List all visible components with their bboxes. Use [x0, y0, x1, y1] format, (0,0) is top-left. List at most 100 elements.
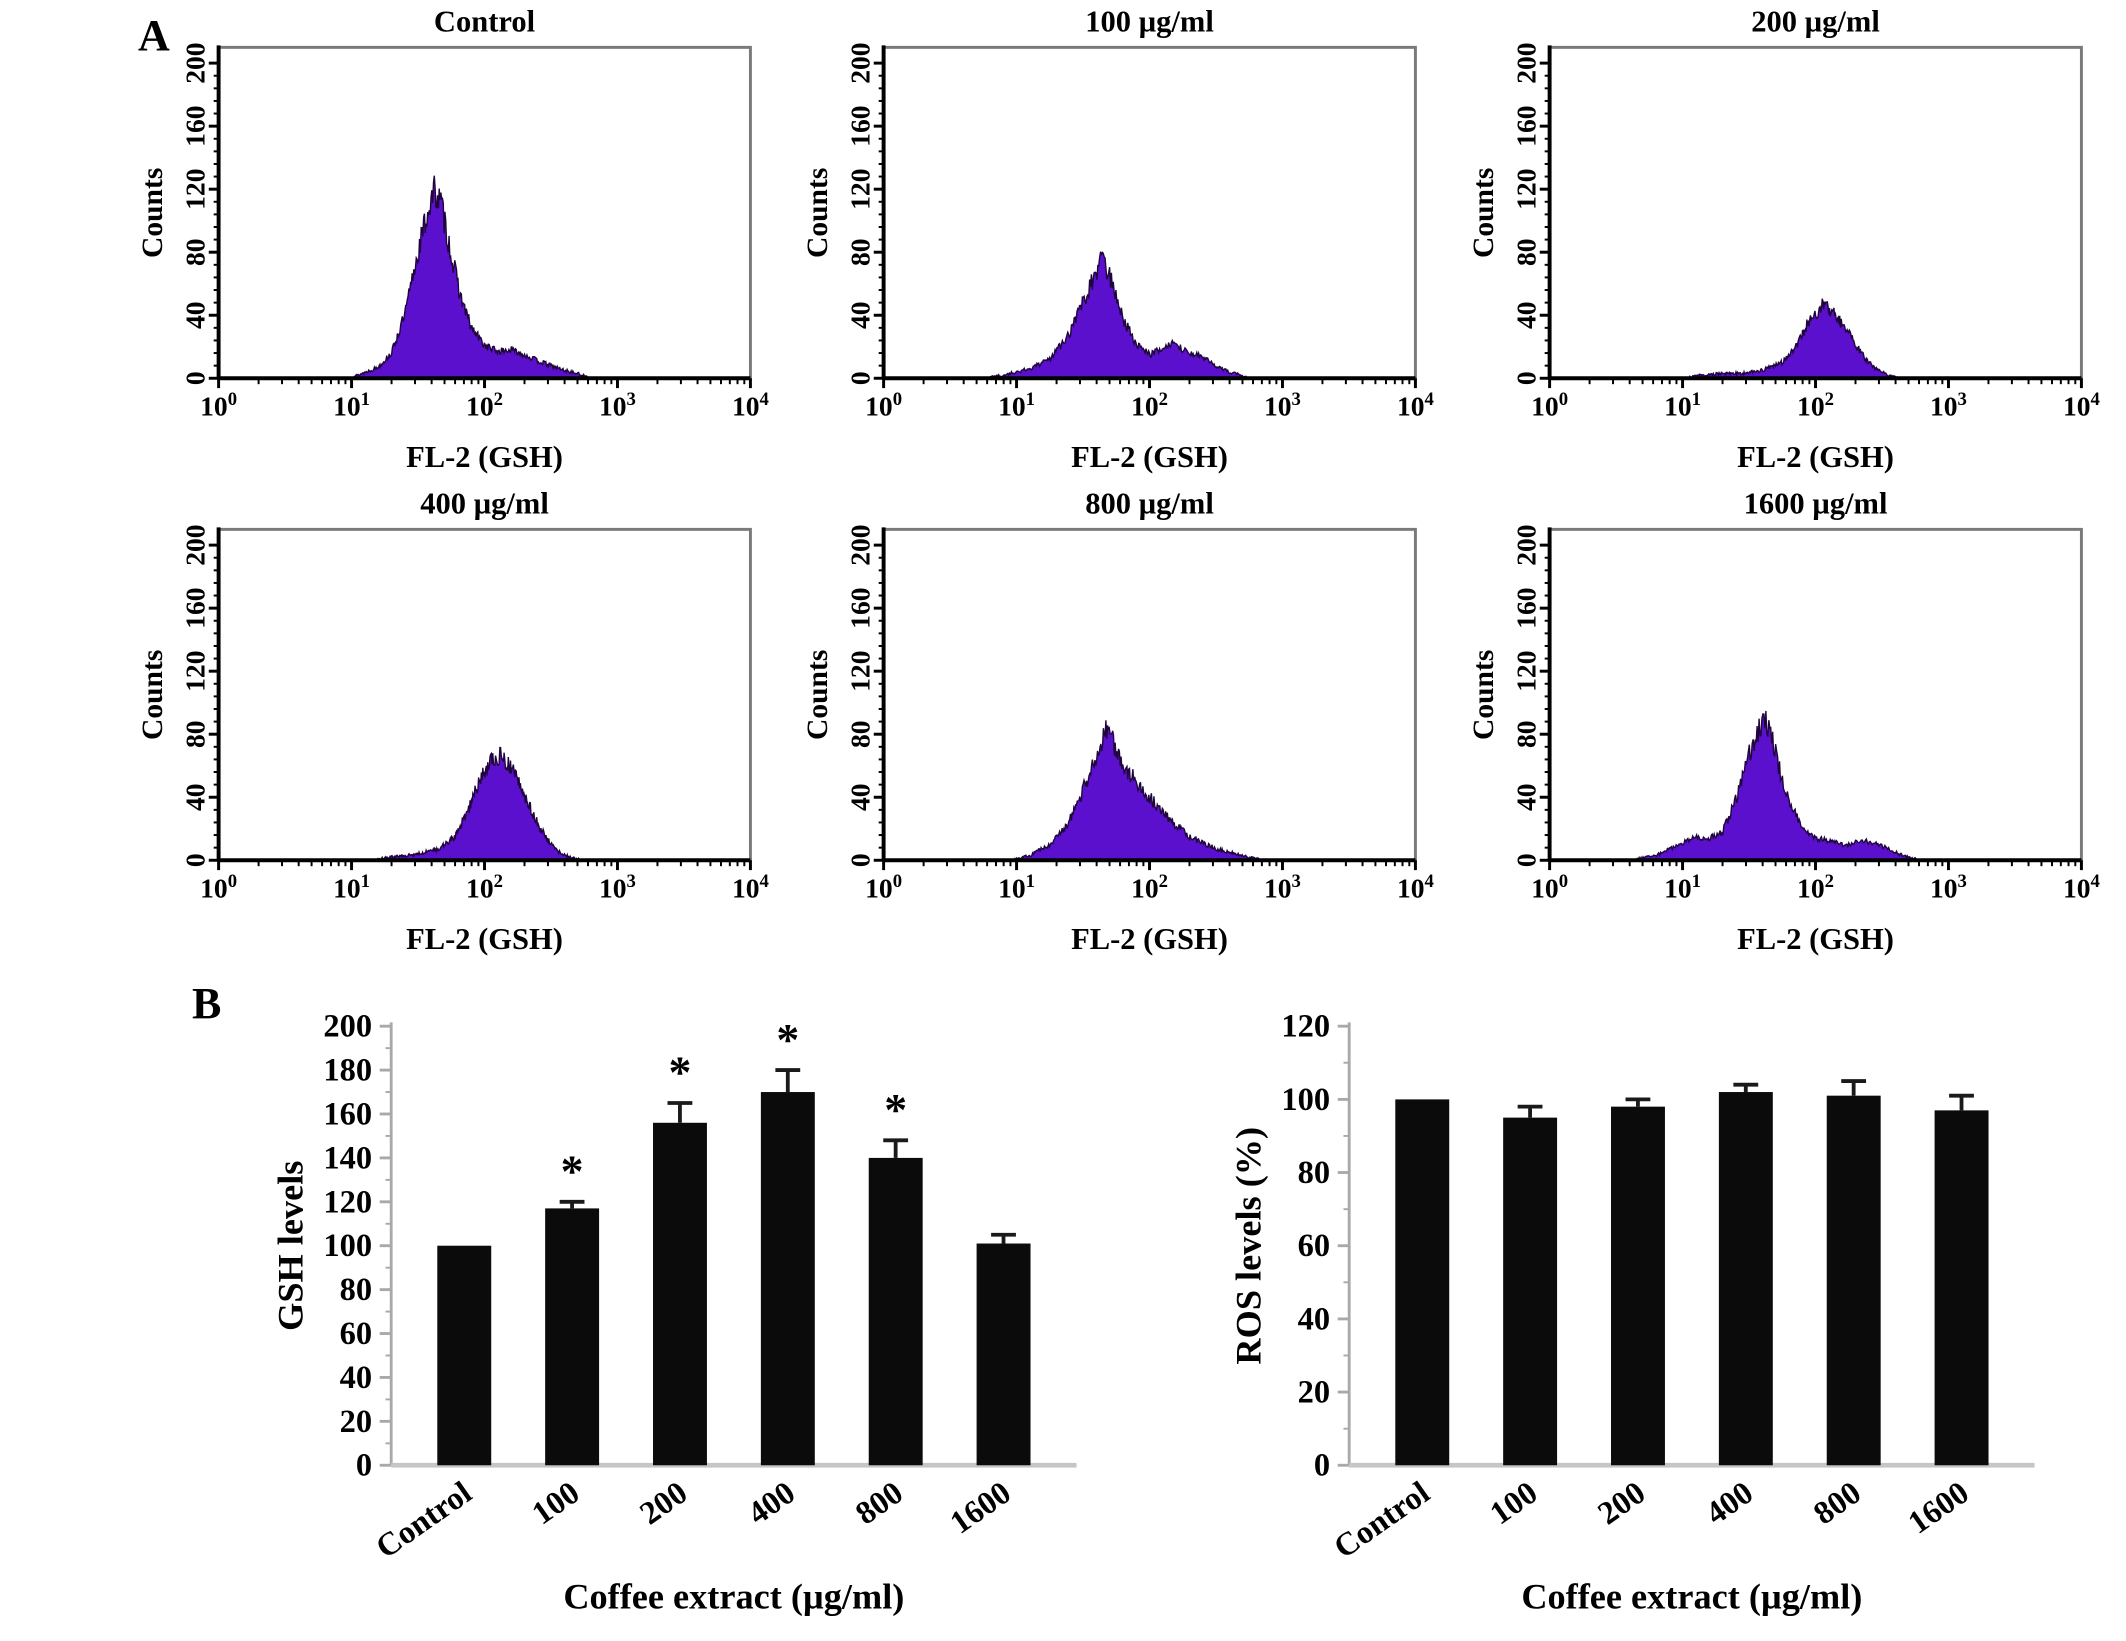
svg-text:80: 80: [180, 720, 211, 748]
svg-text:103: 103: [1930, 389, 1967, 422]
svg-text:40: 40: [1298, 1301, 1330, 1337]
histogram-control: 0 40 80 120 160 200 100 101 102 103 104 Control FL-2…: [137, 5, 769, 474]
svg-text:101: 101: [333, 871, 370, 904]
x-ticks: 100 101 102 103 104: [1531, 859, 2100, 904]
histogram-cell-800: 0 40 80 120 160 200 100 101 102 103 104 800 µg/ml FL…: [793, 486, 1443, 966]
plot-frame: [217, 45, 752, 380]
svg-text:103: 103: [1264, 871, 1301, 904]
svg-text:40: 40: [845, 301, 876, 329]
x-axis-label: FL-2 (GSH): [1071, 440, 1228, 474]
category-label: 800: [849, 1475, 910, 1532]
svg-text:80: 80: [180, 238, 211, 266]
error-bar-100: [1517, 1104, 1543, 1118]
y-axis-label: Counts: [802, 168, 834, 258]
svg-text:160: 160: [180, 105, 211, 146]
svg-text:40: 40: [340, 1360, 372, 1396]
bar-1600: [976, 1243, 1031, 1466]
svg-text:0: 0: [180, 853, 211, 867]
y-ticks: 0 40 80 120 160 200: [845, 42, 884, 385]
svg-text:0: 0: [1510, 853, 1541, 867]
y-axis-label: Counts: [137, 649, 169, 739]
histogram-curve: [1682, 298, 1902, 379]
x-axis-label: Coffee extract (µg/ml): [563, 1576, 904, 1616]
histogram-title: 800 µg/ml: [1086, 488, 1215, 521]
svg-text:200: 200: [323, 1009, 372, 1045]
y-ticks: 0 40 80 120 160 200: [180, 524, 219, 867]
panel-a-label: A: [138, 11, 170, 60]
svg-text:120: 120: [1510, 650, 1541, 691]
bar-control: [437, 1245, 492, 1466]
svg-text:80: 80: [1298, 1155, 1330, 1191]
svg-text:104: 104: [732, 389, 769, 422]
svg-text:100: 100: [1484, 1475, 1545, 1532]
x-axis-label: FL-2 (GSH): [406, 440, 563, 474]
svg-text:120: 120: [180, 650, 211, 691]
y-ticks: 0 40 80 120 160 200: [180, 42, 219, 385]
y-ticks: 0 40 80 120 160 200: [1510, 42, 1550, 385]
svg-text:104: 104: [732, 871, 769, 904]
svg-text:0: 0: [845, 853, 876, 867]
category-label: 200: [634, 1475, 695, 1532]
histogram-title: 1600 µg/ml: [1743, 488, 1887, 521]
svg-text:160: 160: [180, 587, 211, 628]
svg-text:102: 102: [466, 389, 503, 422]
error-bar-400: [775, 1068, 801, 1093]
svg-text:120: 120: [845, 169, 876, 210]
histogram-800: 0 40 80 120 160 200 100 101 102 103 104 800 µg/ml FL…: [802, 486, 1434, 956]
histogram-curve: [1010, 720, 1263, 862]
histogram-curve: [1628, 710, 1922, 861]
svg-text:400: 400: [741, 1475, 802, 1532]
histogram-title: 200 µg/ml: [1751, 6, 1880, 39]
svg-text:20: 20: [340, 1404, 372, 1440]
svg-text:400: 400: [1699, 1475, 1760, 1532]
svg-text:101: 101: [1664, 871, 1701, 904]
histogram-grid: 0 40 80 120 160 200 100 101 102 103 104 Control FL-2…: [128, 5, 2124, 966]
y-axis-label: GSH levels: [271, 1161, 311, 1331]
svg-text:40: 40: [1510, 301, 1541, 329]
svg-text:100: 100: [1531, 871, 1568, 904]
svg-text:0: 0: [1510, 371, 1541, 385]
svg-text:Control: Control: [370, 1475, 479, 1566]
histogram-curve: [983, 251, 1257, 380]
svg-text:200: 200: [1510, 42, 1541, 83]
svg-text:800: 800: [1807, 1475, 1868, 1532]
histogram-curve: [344, 175, 592, 379]
histogram-cell-1600: 0 40 80 120 160 200 100 101 102 103 104 1600 µg/ml F…: [1459, 486, 2109, 966]
histogram-cell-100: 0 40 80 120 160 200 100 101 102 103 104 100 µg/ml FL…: [793, 5, 1443, 484]
error-bar-200: [1625, 1097, 1651, 1107]
svg-text:102: 102: [1131, 871, 1168, 904]
histogram-cell-control: 0 40 80 120 160 200 100 101 102 103 104 Control FL-2…: [128, 5, 778, 484]
svg-text:101: 101: [998, 871, 1035, 904]
svg-text:60: 60: [340, 1316, 372, 1352]
svg-text:120: 120: [845, 650, 876, 691]
svg-text:100: 100: [323, 1228, 372, 1264]
svg-text:80: 80: [340, 1272, 372, 1308]
bar-control: [1395, 1099, 1450, 1466]
plot-frame: [1547, 527, 2083, 862]
plot-frame: [882, 45, 1418, 380]
svg-text:103: 103: [599, 871, 636, 904]
bar-100: [545, 1208, 600, 1466]
x-axis-label: FL-2 (GSH): [1071, 922, 1228, 956]
histogram-title: 100 µg/ml: [1086, 6, 1215, 39]
x-ticks: 100 101 102 103 104: [865, 859, 1434, 904]
significance-star: *: [776, 1014, 799, 1065]
significance-star: *: [561, 1146, 584, 1197]
svg-text:0: 0: [180, 371, 211, 385]
error-bar-200: [667, 1101, 693, 1123]
error-bar-1600: [1949, 1093, 1974, 1111]
svg-text:102: 102: [1131, 389, 1168, 422]
svg-text:80: 80: [1510, 238, 1541, 266]
svg-text:0: 0: [845, 371, 876, 385]
svg-text:200: 200: [1510, 524, 1541, 565]
svg-text:104: 104: [2063, 871, 2100, 904]
bar-800: [868, 1157, 923, 1466]
svg-text:140: 140: [323, 1140, 372, 1176]
category-label: Control: [1328, 1475, 1437, 1566]
panel-b-label: B: [192, 979, 222, 1028]
x-ticks: 100 101 102 103 104: [865, 378, 1434, 422]
svg-text:40: 40: [845, 783, 876, 811]
category-label: 800: [1807, 1475, 1868, 1532]
svg-text:180: 180: [323, 1053, 372, 1089]
